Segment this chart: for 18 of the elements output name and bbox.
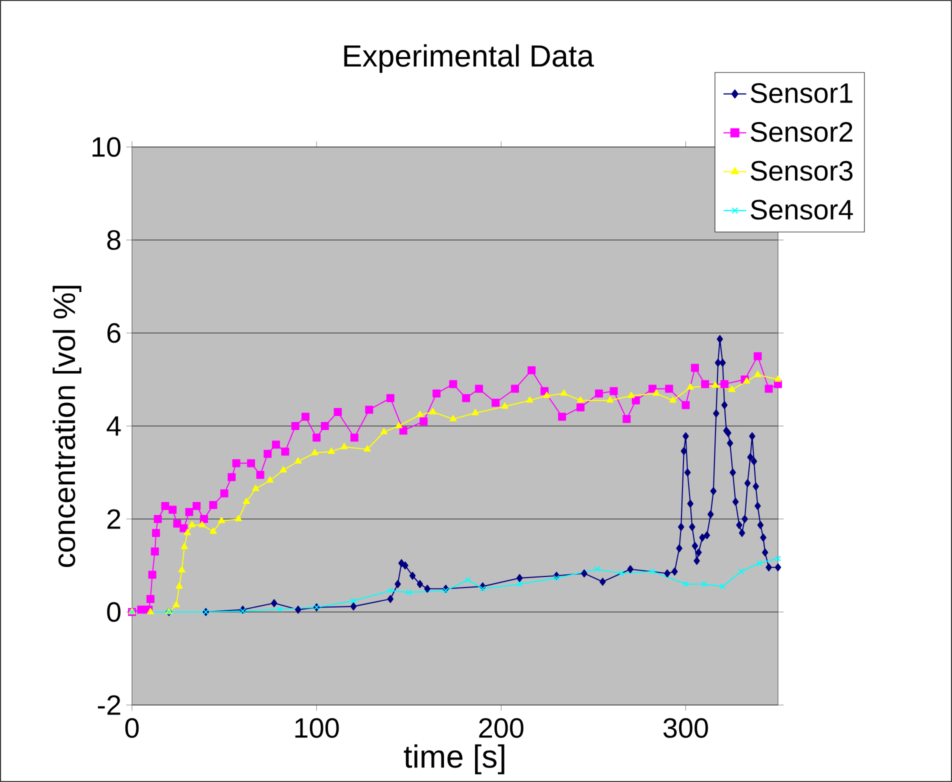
legend-label: Sensor3 [750, 160, 853, 181]
x-tick-label: 100 [295, 718, 339, 738]
y-tick-label: 2 [107, 509, 120, 529]
y-tick-label: -2 [98, 695, 120, 715]
y-tick-label: 6 [107, 323, 120, 343]
y-tick-label: 8 [107, 230, 120, 250]
legend-label: Sensor1 [750, 83, 852, 103]
chart-title: Experimental Data [344, 44, 594, 73]
y-axis-title: concentration [vol %] [52, 286, 82, 568]
x-tick-label: 0 [125, 718, 139, 738]
x-axis-title: time [s] [404, 744, 504, 774]
legend-label: Sensor2 [750, 122, 852, 142]
x-tick-label: 200 [479, 718, 524, 738]
y-tick-label: 10 [92, 137, 120, 157]
x-tick-label: 300 [663, 718, 708, 738]
legend-label: Sensor4 [750, 200, 853, 220]
y-tick-label: 4 [106, 416, 121, 436]
y-tick-label: 0 [107, 602, 120, 622]
